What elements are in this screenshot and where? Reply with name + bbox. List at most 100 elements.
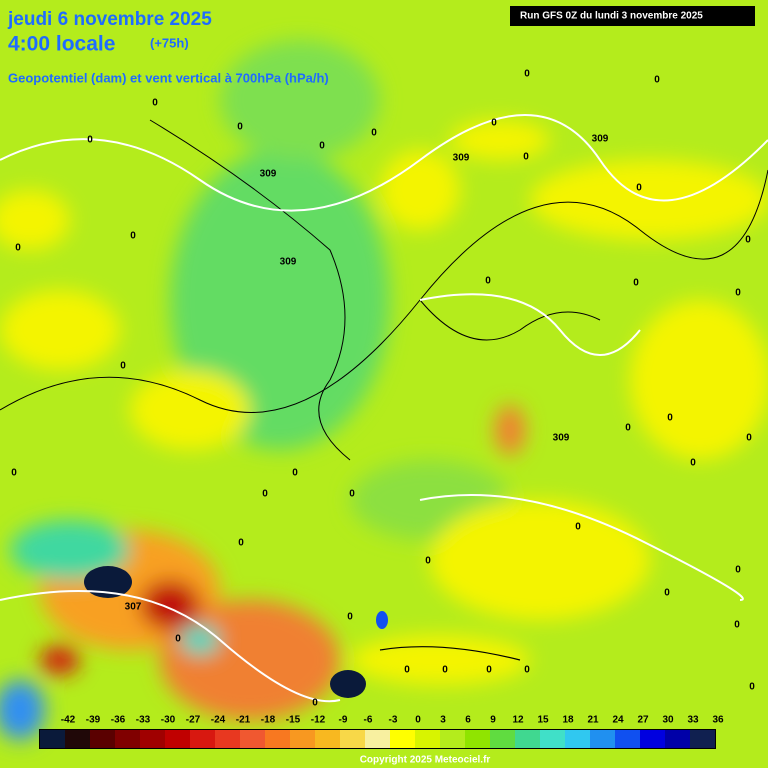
contour-label: 0 [485, 276, 491, 287]
colorbar-swatch [40, 730, 65, 748]
colorbar-tick-label: 36 [712, 715, 724, 726]
colorbar-swatch [565, 730, 590, 748]
colorbar-swatch [165, 730, 190, 748]
colorbar-tick-label: -9 [339, 715, 348, 726]
contour-label: 0 [625, 423, 631, 434]
colorbar-tick-label: -15 [286, 715, 301, 726]
contour-label: 0 [633, 278, 639, 289]
contour-label: 0 [690, 458, 696, 469]
time-title: 4:00 locale [8, 33, 115, 56]
contour-label: 0 [238, 538, 244, 549]
colorbar-swatch [315, 730, 340, 748]
colorbar-tick-label: 24 [612, 715, 624, 726]
colorbar-swatch [365, 730, 390, 748]
contour-label: 0 [524, 69, 530, 80]
colorbar-swatch [415, 730, 440, 748]
colorbar-swatch [115, 730, 140, 748]
contour-label: 0 [524, 665, 530, 676]
colorbar-swatch [690, 730, 715, 748]
colorbar-tick-label: 6 [465, 715, 471, 726]
colorbar-tick-label: -6 [364, 715, 373, 726]
contour-label: 309 [280, 257, 297, 268]
contour-label: 0 [523, 152, 529, 163]
contour-label: 0 [312, 698, 318, 709]
lead-time: (+75h) [150, 35, 189, 50]
colorbar-tick-label: -12 [311, 715, 326, 726]
contour-label: 0 [15, 243, 21, 254]
contour-label: 0 [319, 141, 325, 152]
contour-label: 0 [120, 361, 126, 372]
colorbar-swatch [540, 730, 565, 748]
contour-label: 0 [175, 634, 181, 645]
colorbar-tick-label: -21 [236, 715, 251, 726]
contour-label: 309 [553, 433, 570, 444]
contour-label: 0 [87, 135, 93, 146]
colorbar-tick-label: 21 [587, 715, 599, 726]
colorbar-swatch [190, 730, 215, 748]
colorbar-tick-label: 33 [687, 715, 699, 726]
colorbar-tick-label: -30 [161, 715, 176, 726]
colorbar-swatch [615, 730, 640, 748]
colorbar-swatch [640, 730, 665, 748]
contour-label: 309 [592, 134, 609, 145]
contour-label: 0 [349, 489, 355, 500]
contour-label: 0 [745, 235, 751, 246]
colorbar-swatch [240, 730, 265, 748]
colorbar-tick-label: -27 [186, 715, 201, 726]
colorbar-swatch [390, 730, 415, 748]
contour-label: 0 [735, 565, 741, 576]
field-title: Geopotentiel (dam) et vent vertical à 70… [8, 70, 329, 85]
contour-label: 0 [371, 128, 377, 139]
colorbar-swatch [465, 730, 490, 748]
colorbar-swatch [90, 730, 115, 748]
colorbar-swatch [440, 730, 465, 748]
contour-label: 0 [735, 288, 741, 299]
colorbar-tick-label: -42 [61, 715, 76, 726]
colorbar-tick-label: -33 [136, 715, 151, 726]
contour-label: 0 [491, 118, 497, 129]
colorbar-swatch [290, 730, 315, 748]
colorbar-swatch [340, 730, 365, 748]
contour-label: 0 [664, 588, 670, 599]
contour-label: 0 [11, 468, 17, 479]
contour-label: 0 [152, 98, 158, 109]
contour-label: 309 [260, 169, 277, 180]
colorbar-swatch [215, 730, 240, 748]
contour-label: 0 [667, 413, 673, 424]
contour-label: 0 [486, 665, 492, 676]
run-info: Run GFS 0Z du lundi 3 novembre 2025 [520, 11, 703, 22]
colorbar-tick-label: 27 [637, 715, 649, 726]
colorbar-tick-label: -39 [86, 715, 101, 726]
contour-labels: 0 0 0 0 0 0 0 0 0 0 0 0 0 0 0 0 0 0 0 0 0 0 0 0 0 0 0 0 0 0 0 0 0 0 0 0 0 0 0 3… [11, 69, 755, 709]
date-title: jeudi 6 novembre 2025 [7, 9, 212, 30]
contour-label: 307 [125, 602, 142, 613]
colorbar-tick-label: -36 [111, 715, 126, 726]
colorbar-tick-label: 30 [662, 715, 674, 726]
contour-label: 0 [746, 433, 752, 444]
colorbar-tick-label: -18 [261, 715, 276, 726]
contour-label: 0 [575, 522, 581, 533]
colorbar-tick-label: 3 [440, 715, 446, 726]
copyright: Copyright 2025 Meteociel.fr [360, 755, 491, 766]
contour-label: 0 [347, 612, 353, 623]
contour-label: 0 [654, 75, 660, 86]
colorbar-tick-label: -3 [389, 715, 398, 726]
run-box [510, 6, 755, 26]
colorbar-swatch [265, 730, 290, 748]
colorbar-tick-label: -24 [211, 715, 226, 726]
contour-label: 0 [130, 231, 136, 242]
colorbar-swatch [65, 730, 90, 748]
contour-label: 0 [749, 682, 755, 693]
contour-label: 0 [425, 556, 431, 567]
contour-label: 0 [404, 665, 410, 676]
contour-label: 0 [292, 468, 298, 479]
colorbar-tick-label: 9 [490, 715, 496, 726]
colorbar-tick-label: 12 [512, 715, 524, 726]
colorbar: -42 -39 -36 -33 -30 -27 -24 -21 -18 -15 -12 -9 -6 -3 0… [39, 715, 724, 749]
colorbar-swatch [490, 730, 515, 748]
colorbar-swatch [665, 730, 690, 748]
contour-label: 0 [734, 620, 740, 631]
colorbar-tick-label: 0 [415, 715, 421, 726]
contour-label: 309 [453, 153, 470, 164]
contour-label: 0 [237, 122, 243, 133]
